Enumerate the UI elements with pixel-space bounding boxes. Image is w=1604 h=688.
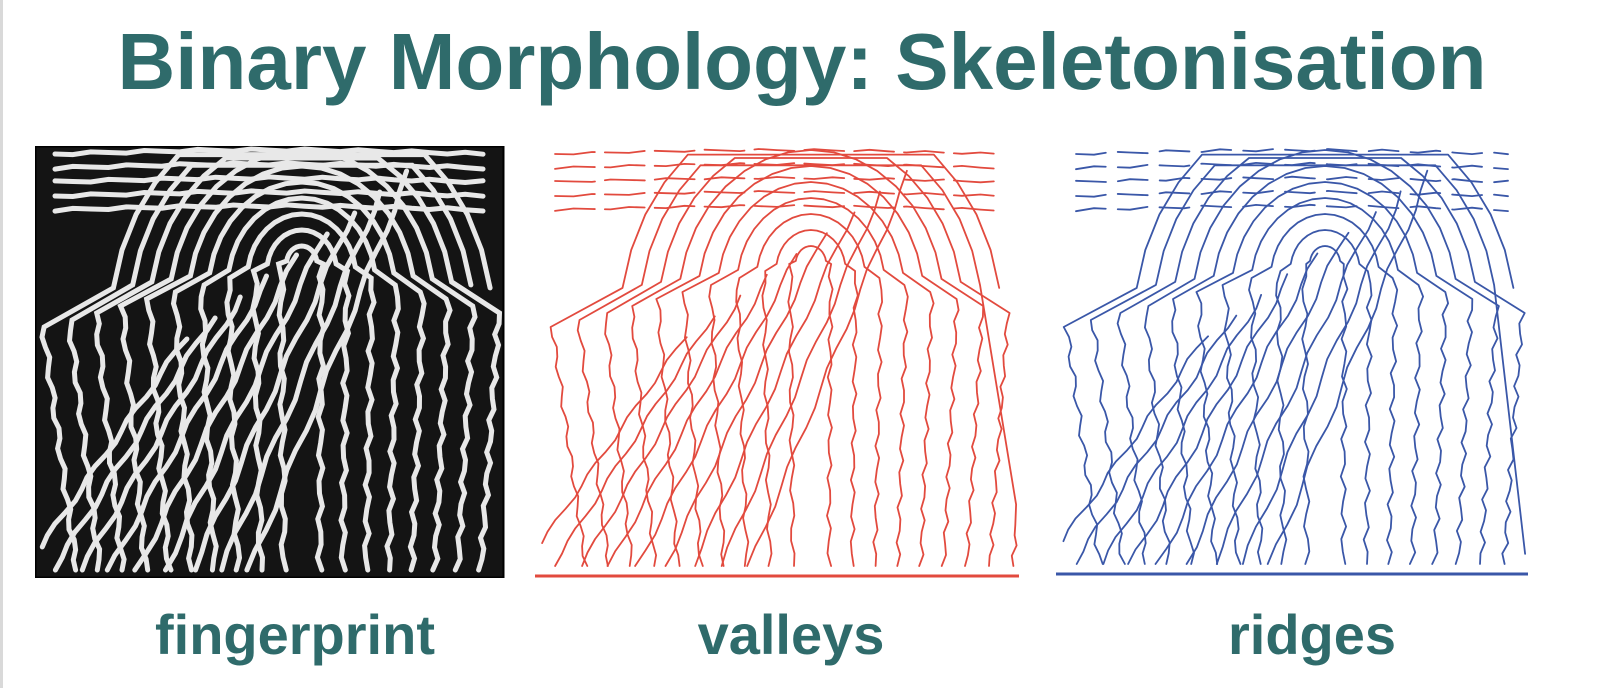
ridges-image: [1056, 146, 1568, 578]
fingerprint-ridge-line: [93, 155, 503, 573]
ridges-ridge-line: [1062, 153, 1515, 565]
fingerprint-ridge-line: [52, 160, 486, 172]
fingerprint-ridge-line: [52, 202, 486, 214]
ridges-ridge-line: [1062, 335, 1209, 543]
valleys-ridge-line: [554, 176, 1000, 184]
valleys-ridge-line: [720, 190, 881, 567]
valleys-ridge-line: [708, 197, 909, 567]
valleys-ridge-line: [787, 245, 834, 567]
fingerprint-ridge-line: [198, 195, 401, 573]
ridges-ridge-line: [1242, 190, 1402, 565]
fingerprint-ridge-line: [224, 211, 377, 573]
ridges-ridge-line: [1248, 213, 1399, 565]
ridges-ridge-line: [1075, 148, 1509, 156]
fingerprint-ridge-line: [52, 174, 486, 186]
fingerprint-figure: [35, 146, 505, 578]
ridges-ridge-line: [1144, 149, 1500, 565]
fingerprint-ridge-line: [52, 146, 486, 158]
valleys-image: [535, 146, 1047, 578]
valleys-ridge-line: [655, 165, 960, 567]
valleys-ridge-line: [746, 169, 908, 567]
slide-title: Binary Morphology: Skeletonisation: [117, 17, 1487, 106]
valleys-ridge-line: [576, 164, 1018, 567]
fingerprint-image: [35, 146, 519, 578]
valleys-ridge-line: [761, 229, 859, 567]
valleys-ridge-line: [681, 181, 935, 567]
ridges-ridge-line: [1116, 157, 1526, 565]
fingerprint-ridge-line: [132, 252, 299, 573]
fingerprint-ridge-line: [39, 336, 190, 550]
fingerprint-ridge-line: [250, 227, 352, 573]
caption-ridges: ridges: [1227, 603, 1397, 666]
ridges-ridge-line: [1221, 197, 1424, 565]
valleys-ridge-line: [554, 315, 716, 567]
valleys-ridge-line: [554, 148, 1000, 156]
valleys-ridge-line: [554, 162, 1000, 170]
ridges-ridge-line: [1075, 203, 1509, 213]
valleys-ridge-line: [694, 211, 856, 567]
valleys-ridge-line: [664, 232, 828, 567]
slide-left-border: [0, 0, 3, 688]
ridges-ridge-line: [1075, 161, 1509, 171]
valleys-ridge-line: [735, 213, 883, 567]
valleys-ridge-line: [634, 253, 798, 567]
ridges-ridge-line: [1154, 252, 1319, 565]
fingerprint-ridge-line: [52, 315, 218, 573]
fingerprint-ridge-line: [104, 273, 269, 573]
fingerprint-ridge-line: [219, 189, 383, 573]
ridges-ridge-line: [1275, 229, 1373, 565]
caption-fingerprint: fingerprint: [155, 603, 435, 666]
fingerprint-ridge-line: [244, 168, 410, 573]
ridges-figure: [1056, 148, 1528, 576]
ridges-ridge-line: [1075, 189, 1509, 198]
valleys-ridge-line: [554, 190, 1000, 198]
ridges-ridge-line: [1127, 273, 1289, 565]
fingerprint-ridge-line: [163, 231, 330, 573]
ridges-ridge-line: [1215, 211, 1377, 565]
ridges-ridge-line: [1075, 175, 1509, 184]
caption-valleys: valleys: [697, 603, 885, 666]
valleys-ridge-line: [549, 153, 1001, 567]
fingerprint-ridge-line: [170, 179, 427, 573]
fingerprint-ridge-line: [275, 243, 327, 573]
fingerprint-ridge-line: [39, 152, 493, 573]
ridges-ridge-line: [1102, 294, 1262, 565]
valleys-ridge-line: [606, 273, 768, 567]
fingerprint-ridge-line: [79, 294, 243, 573]
ridges-ridge-line: [1075, 314, 1238, 565]
ridges-ridge-line: [1185, 231, 1350, 565]
fingerprint-ridge-line: [52, 188, 486, 200]
valleys-ridge-line: [541, 336, 688, 544]
valleys-ridge-line: [581, 294, 742, 567]
ridges-ridge-line: [1301, 245, 1349, 565]
ridges-ridge-line: [1195, 181, 1449, 565]
fingerprint-ridge-line: [193, 210, 358, 573]
ridges-ridge-line: [1171, 165, 1474, 565]
valleys-figure: [535, 148, 1019, 578]
ridges-ridge-line: [1266, 169, 1429, 565]
valleys-ridge-line: [554, 204, 1000, 212]
